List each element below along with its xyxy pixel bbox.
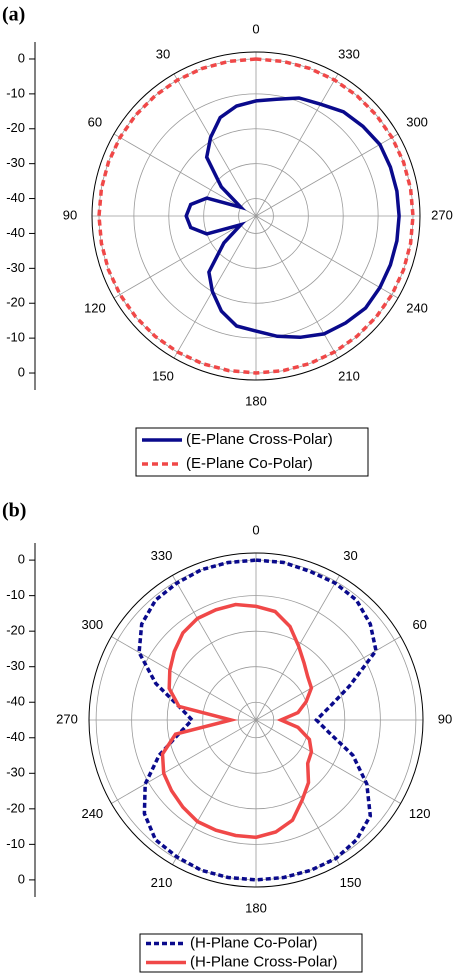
grid-spoke [173, 73, 257, 217]
y-tick-label: 0 [18, 552, 25, 567]
angle-label: 330 [338, 46, 360, 61]
angle-label: 240 [81, 806, 103, 821]
grid-spoke [255, 636, 401, 721]
y-tick-label: -20 [6, 800, 25, 815]
legend-box [135, 427, 369, 477]
series-line [184, 96, 401, 340]
angle-label: 120 [409, 806, 431, 821]
angle-label: 90 [438, 711, 452, 726]
grid-spoke [255, 719, 340, 865]
angle-label: 0 [252, 522, 259, 537]
legend-label: (H-Plane Co-Polar) [190, 934, 318, 951]
angle-label: 210 [151, 875, 173, 890]
y-tick-label: -10 [6, 85, 25, 100]
y-tick-label: -30 [6, 260, 25, 275]
angle-label: 330 [151, 548, 173, 563]
y-tick-label: -30 [6, 658, 25, 673]
y-tick-label: -20 [6, 120, 25, 135]
angle-label: 180 [245, 393, 267, 408]
angle-label: 120 [84, 300, 106, 315]
panel-label: (b) [2, 500, 26, 522]
angle-label: 180 [245, 900, 267, 915]
y-tick-label: -40 [6, 190, 25, 205]
y-tick-label: 0 [18, 871, 25, 886]
outer-circle [88, 552, 424, 888]
series-line [160, 602, 314, 840]
grid-spoke [172, 719, 257, 865]
angle-label: 300 [81, 617, 103, 632]
y-tick-label: -20 [6, 295, 25, 310]
y-tick-label: -20 [6, 623, 25, 638]
angle-label: 300 [406, 114, 428, 129]
legend-label: (E-Plane Co-Polar) [186, 455, 313, 472]
angle-label: 60 [88, 114, 102, 129]
grid-spoke [113, 133, 257, 217]
y-tick-label: -40 [6, 225, 25, 240]
y-tick-label: -10 [6, 836, 25, 851]
angle-label: 210 [338, 369, 360, 384]
legend-label: (H-Plane Cross-Polar) [190, 953, 338, 970]
y-tick-label: -30 [6, 155, 25, 170]
grid-spoke [113, 215, 257, 299]
grid-spoke [173, 215, 257, 359]
grid-spoke [255, 719, 401, 804]
grid-spoke [172, 575, 257, 721]
angle-label: 270 [431, 207, 453, 222]
y-tick-label: -10 [6, 330, 25, 345]
angle-label: 150 [340, 875, 362, 890]
panel-label: (a) [2, 4, 25, 26]
y-tick-label: -10 [6, 587, 25, 602]
legend-label: (E-Plane Cross-Polar) [186, 431, 333, 448]
angle-label: 150 [152, 369, 174, 384]
y-tick-label: 0 [18, 50, 25, 65]
angle-label: 90 [63, 207, 77, 222]
legend-box [139, 933, 363, 973]
angle-label: 0 [252, 21, 259, 36]
series-line [97, 57, 415, 375]
grid-spoke [255, 133, 399, 217]
grid-spoke [255, 73, 339, 217]
y-tick-label: -40 [6, 694, 25, 709]
angle-label: 60 [412, 617, 426, 632]
angle-label: 30 [156, 46, 170, 61]
grid-spoke [111, 719, 257, 804]
angle-label: 270 [56, 711, 78, 726]
angle-label: 30 [343, 548, 357, 563]
angle-label: 240 [406, 300, 428, 315]
outer-circle [91, 51, 421, 381]
y-tick-label: -30 [6, 765, 25, 780]
grid-spoke [111, 636, 257, 721]
y-tick-label: -40 [6, 729, 25, 744]
grid-spoke [255, 215, 399, 299]
y-tick-label: 0 [18, 364, 25, 379]
